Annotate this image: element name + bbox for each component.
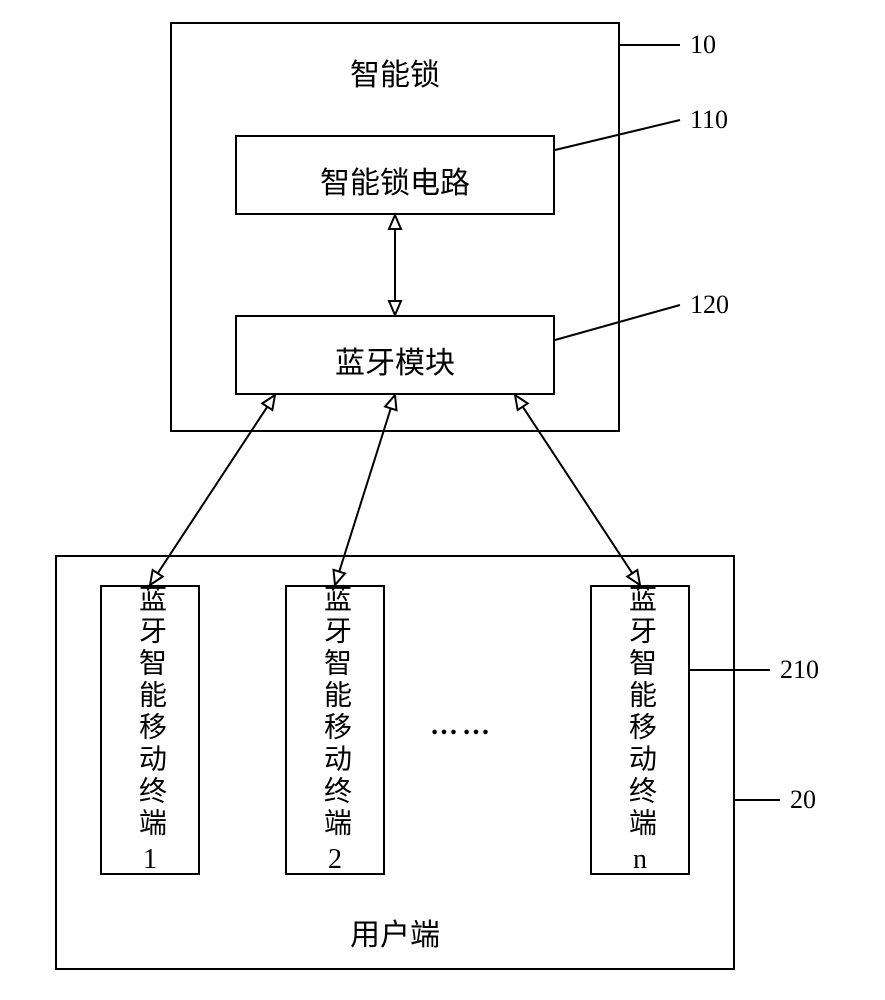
ref-20: 20 (790, 785, 816, 815)
terminal-2-label: 蓝牙智能移动终端 (315, 584, 355, 840)
ref-120: 120 (690, 290, 729, 320)
terminal-2-box: 蓝牙智能移动终端 2 (285, 585, 385, 875)
terminal-1-box: 蓝牙智能移动终端 1 (100, 585, 200, 875)
ref-110: 110 (690, 105, 728, 135)
smart-lock-title: 智能锁 (170, 50, 620, 94)
smart-lock-circuit-label: 智能锁电路 (235, 158, 555, 202)
ref-10: 10 (690, 30, 716, 60)
terminal-n-box: 蓝牙智能移动终端 n (590, 585, 690, 875)
client-title: 用户端 (55, 910, 735, 954)
terminal-1-label: 蓝牙智能移动终端 (130, 584, 170, 840)
terminal-n-num: n (633, 844, 647, 876)
terminal-2-num: 2 (328, 844, 342, 876)
diagram-canvas: 智能锁 智能锁电路 蓝牙模块 用户端 蓝牙智能移动终端 1 蓝牙智能移动终端 2… (0, 0, 885, 1000)
terminal-1-num: 1 (143, 844, 157, 876)
terminal-n-label: 蓝牙智能移动终端 (620, 584, 660, 840)
bluetooth-module-label: 蓝牙模块 (235, 338, 555, 382)
terminals-ellipsis: …… (430, 710, 494, 742)
ref-210: 210 (780, 655, 819, 685)
